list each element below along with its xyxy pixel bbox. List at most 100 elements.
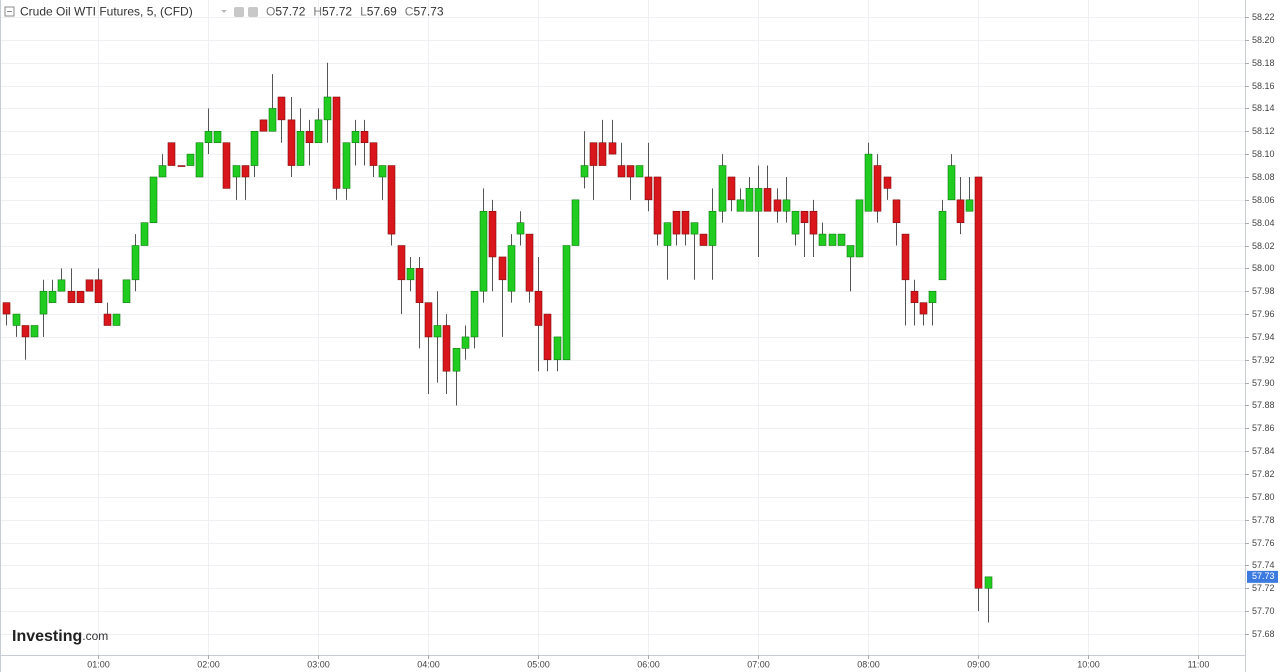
candle-body	[213, 130, 222, 143]
y-tick-label: 57.94	[1252, 332, 1275, 342]
candle-body	[727, 176, 736, 201]
x-tick-label: 04:00	[417, 659, 440, 669]
candle-body	[883, 176, 892, 189]
y-tick-label: 58.08	[1252, 172, 1275, 182]
candle-body	[690, 222, 699, 235]
chart-title: Crude Oil WTI Futures, 5, (CFD)	[20, 5, 193, 19]
ohlc-key: L	[360, 5, 367, 19]
y-tick-label: 57.96	[1252, 309, 1275, 319]
candle-body	[332, 96, 341, 189]
candle-body	[94, 279, 103, 303]
candle-body	[186, 153, 195, 166]
candle-body	[351, 130, 360, 143]
ohlc-value: 57.73	[413, 5, 443, 19]
candle-body	[507, 245, 516, 292]
candle-body	[112, 313, 121, 326]
candle-body	[754, 188, 763, 212]
candle-body	[525, 233, 534, 292]
y-tick-label: 57.70	[1252, 606, 1275, 616]
collapse-icon[interactable]	[4, 6, 15, 17]
candle-body	[681, 210, 690, 235]
y-tick-label: 58.20	[1252, 35, 1275, 45]
y-tick-label: 58.16	[1252, 81, 1275, 91]
y-tick-label: 57.88	[1252, 400, 1275, 410]
y-tick-label: 58.22	[1252, 12, 1275, 22]
x-tick-label: 03:00	[307, 659, 330, 669]
candle-body	[873, 165, 882, 212]
candle-body	[76, 290, 85, 303]
x-tick-label: 08:00	[857, 659, 880, 669]
candle-body	[553, 336, 562, 361]
candle-body	[763, 188, 772, 212]
candle-body	[2, 302, 11, 315]
candle-body	[452, 348, 461, 372]
candle-body	[360, 130, 369, 143]
ohlc-key: H	[313, 5, 322, 19]
candle-body	[837, 233, 846, 246]
candle-body	[910, 290, 919, 303]
ohlc-legend: O57.72 H57.72 L57.69 C57.73	[266, 5, 444, 19]
y-tick-label: 57.90	[1252, 378, 1275, 388]
candle-body	[928, 290, 937, 303]
x-tick-label: 11:00	[1188, 659, 1210, 669]
logo: Investing.com	[12, 628, 108, 645]
x-tick-label: 09:00	[967, 659, 990, 669]
y-tick-label: 57.78	[1252, 515, 1275, 525]
candle-body	[947, 165, 956, 201]
candle-body	[644, 176, 653, 201]
logo-suffix: .com	[82, 629, 108, 643]
candle-body	[158, 165, 167, 178]
candle-body	[635, 165, 644, 178]
candle-body	[323, 96, 332, 121]
candle-body	[48, 290, 57, 303]
candle-body	[406, 268, 415, 281]
candle-body	[232, 165, 241, 178]
candle-body	[864, 153, 873, 212]
candle-body	[919, 302, 928, 315]
candle-body	[479, 210, 488, 292]
candle-body	[571, 199, 580, 246]
settings-icon[interactable]	[248, 7, 258, 17]
ohlc-key: O	[266, 5, 275, 19]
candle-body	[892, 199, 901, 223]
y-tick-label: 58.18	[1252, 58, 1275, 68]
candle-body	[617, 165, 626, 178]
candle-body	[846, 245, 855, 258]
y-tick-label: 58.04	[1252, 218, 1275, 228]
candle-body	[598, 142, 607, 166]
candle-body	[222, 142, 231, 189]
y-tick-label: 58.12	[1252, 126, 1275, 136]
candle-body	[984, 576, 993, 589]
x-tick-label: 06:00	[637, 659, 660, 669]
candle-body	[39, 290, 48, 315]
candle-body	[562, 245, 571, 361]
candle-body	[708, 210, 717, 246]
candle-body	[424, 302, 433, 338]
candle-body	[736, 199, 745, 212]
candle-body	[415, 268, 424, 303]
dropdown-arrow[interactable]	[221, 10, 227, 13]
candle-body	[387, 165, 396, 235]
candle-body	[241, 165, 250, 178]
eye-icon[interactable]	[234, 7, 244, 17]
candle-body	[277, 96, 286, 121]
y-tick-label: 57.98	[1252, 286, 1275, 296]
candle-body	[442, 325, 451, 372]
candle-body	[177, 165, 186, 167]
candle-body	[433, 325, 442, 338]
candle-body	[782, 199, 791, 212]
candle-body	[85, 279, 94, 292]
y-tick-label: 57.72	[1252, 583, 1275, 593]
candle-body	[974, 176, 983, 589]
candle-body	[663, 222, 672, 246]
candle-body	[543, 313, 552, 361]
y-tick-label: 57.82	[1252, 469, 1275, 479]
candle-body	[809, 210, 818, 235]
ohlc-key: C	[405, 5, 414, 19]
candle-body	[718, 165, 727, 212]
candle-body	[800, 210, 809, 223]
candle-body	[131, 245, 140, 281]
candle-body	[699, 233, 708, 246]
candle-body	[342, 142, 351, 189]
